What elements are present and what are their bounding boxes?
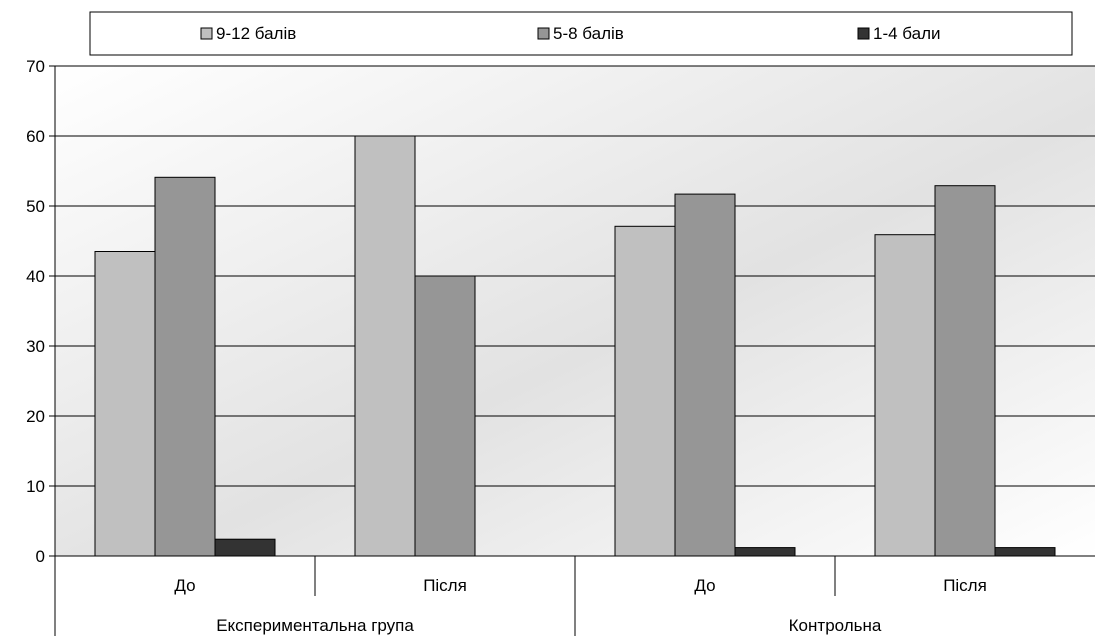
bar-2-2 xyxy=(414,275,476,557)
legend-label-3: 1-4 бали xyxy=(873,24,941,43)
bar-1-3 xyxy=(614,225,676,557)
bar-3-1 xyxy=(214,538,276,557)
y-tick-label: 70 xyxy=(26,57,45,76)
bar-2-3 xyxy=(674,193,736,557)
legend-label-1: 9-12 балів xyxy=(216,24,296,43)
y-axis: 0 10 20 30 40 50 60 70 xyxy=(26,57,56,566)
legend-swatch-2 xyxy=(537,27,550,40)
x-category-label: Після xyxy=(423,576,467,595)
y-tick-label: 20 xyxy=(26,407,45,426)
gridlines xyxy=(55,65,1095,487)
x-category-label: До xyxy=(174,576,195,595)
x-category-label: Після xyxy=(943,576,987,595)
legend-swatch-1 xyxy=(200,27,213,40)
y-tick-label: 0 xyxy=(36,547,45,566)
legend-box xyxy=(89,11,1073,56)
bar-3-3 xyxy=(734,547,796,557)
y-tick-label: 60 xyxy=(26,127,45,146)
bar-1-1 xyxy=(94,251,156,557)
x-group-label: Контрольна xyxy=(789,616,882,635)
legend-label-2: 5-8 балів xyxy=(553,24,624,43)
y-tick-label: 30 xyxy=(26,337,45,356)
x-group-label: Експериментальна група xyxy=(216,616,414,635)
legend-swatch-3 xyxy=(857,27,870,40)
y-tick-label: 10 xyxy=(26,477,45,496)
x-axis: До Після До Після Експериментальна група Конт… xyxy=(54,555,1095,636)
bar-2-1 xyxy=(154,176,216,557)
bar-1-2 xyxy=(354,135,416,557)
bar-3-4 xyxy=(994,547,1056,557)
y-tick-label: 50 xyxy=(26,197,45,216)
legend: 9-12 балів 5-8 балів 1-4 бали xyxy=(89,11,1073,56)
x-category-label: До xyxy=(694,576,715,595)
bar-1-4 xyxy=(874,234,936,557)
y-tick-label: 40 xyxy=(26,267,45,286)
bar-2-4 xyxy=(934,185,996,557)
